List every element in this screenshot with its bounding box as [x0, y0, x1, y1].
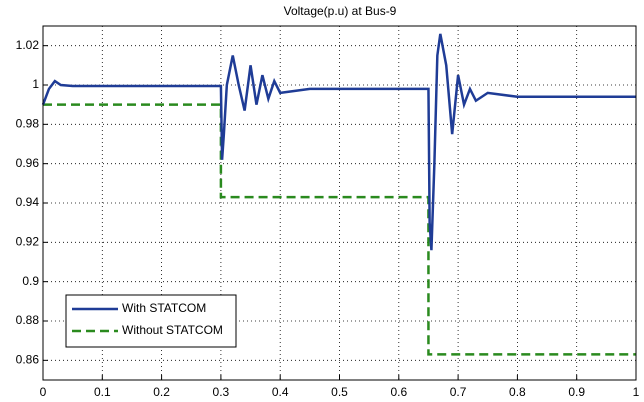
chart-title: Voltage(p.u) at Bus-9: [284, 4, 397, 18]
x-tick-label: 0.1: [94, 385, 111, 399]
legend-label: Without STATCOM: [122, 323, 223, 337]
y-tick-label: 0.9: [22, 274, 39, 288]
y-tick-label: 0.98: [16, 117, 40, 131]
x-tick-label: 1: [633, 385, 640, 399]
legend-label: With STATCOM: [122, 301, 206, 315]
y-tick-label: 0.94: [16, 195, 40, 209]
x-tick-label: 0.3: [213, 385, 230, 399]
y-tick-label: 1.02: [16, 38, 40, 52]
x-tick-label: 0.2: [153, 385, 170, 399]
x-tick-label: 0: [40, 385, 47, 399]
y-tick-label: 0.96: [16, 156, 40, 170]
x-tick-label: 0.6: [390, 385, 407, 399]
y-tick-label: 0.92: [16, 235, 40, 249]
plot-frame: [42, 25, 637, 381]
y-tick-label: 0.88: [16, 313, 40, 327]
x-tick-label: 0.4: [272, 385, 289, 399]
x-tick-label: 0.7: [450, 385, 467, 399]
x-tick-label: 0.9: [568, 385, 585, 399]
series-line: [41, 33, 636, 251]
y-tick-label: 1: [32, 77, 39, 91]
series-line: [43, 103, 636, 356]
x-tick-label: 0.5: [331, 385, 348, 399]
x-tick-label: 0.8: [509, 385, 526, 399]
y-tick-label: 0.86: [16, 353, 40, 367]
legend-box: [65, 294, 237, 348]
